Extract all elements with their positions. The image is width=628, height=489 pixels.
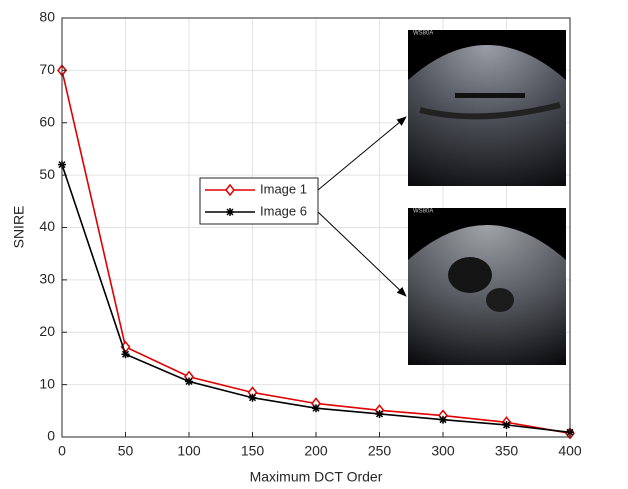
y-tick-label: 20	[39, 323, 55, 339]
arrow	[317, 116, 407, 191]
y-tick-label: 70	[39, 61, 55, 77]
inset-image	[408, 208, 566, 365]
marker	[226, 208, 234, 216]
x-tick-label: 350	[495, 443, 519, 459]
legend: Image 1 Image 6	[199, 177, 319, 225]
marker	[248, 393, 257, 402]
y-tick-label: 10	[39, 375, 55, 391]
marker	[375, 409, 384, 418]
marker	[185, 377, 193, 386]
marker	[121, 350, 130, 359]
arrow	[317, 211, 407, 297]
legend-box	[199, 177, 319, 225]
marker	[312, 404, 320, 413]
inset-image	[408, 30, 566, 186]
inset-label: WS80A	[413, 31, 433, 37]
y-axis-label: SNIRE	[11, 206, 27, 249]
x-tick-label: 250	[368, 443, 392, 459]
x-tick-label: 400	[558, 443, 582, 459]
marker	[502, 420, 511, 429]
x-tick-label: 200	[304, 443, 328, 459]
y-tick-label: 60	[39, 113, 55, 129]
x-tick-label: 50	[118, 443, 134, 459]
y-tick-label: 80	[39, 9, 55, 25]
x-axis-label: Maximum DCT Order	[250, 469, 383, 485]
legend-label: Image 6	[260, 203, 307, 218]
x-tick-label: 150	[241, 443, 265, 459]
x-tick-label: 100	[177, 443, 201, 459]
x-tick-label: 0	[58, 443, 66, 459]
inset-label: WS80A	[413, 209, 433, 215]
y-tick-label: 50	[39, 166, 55, 182]
marker	[439, 415, 447, 424]
y-tick-label: 40	[39, 218, 55, 234]
y-tick-label: 0	[47, 428, 55, 444]
marker	[225, 183, 235, 197]
legend-label: Image 1	[260, 181, 307, 196]
y-tick-label: 30	[39, 271, 55, 287]
x-tick-label: 300	[431, 443, 455, 459]
